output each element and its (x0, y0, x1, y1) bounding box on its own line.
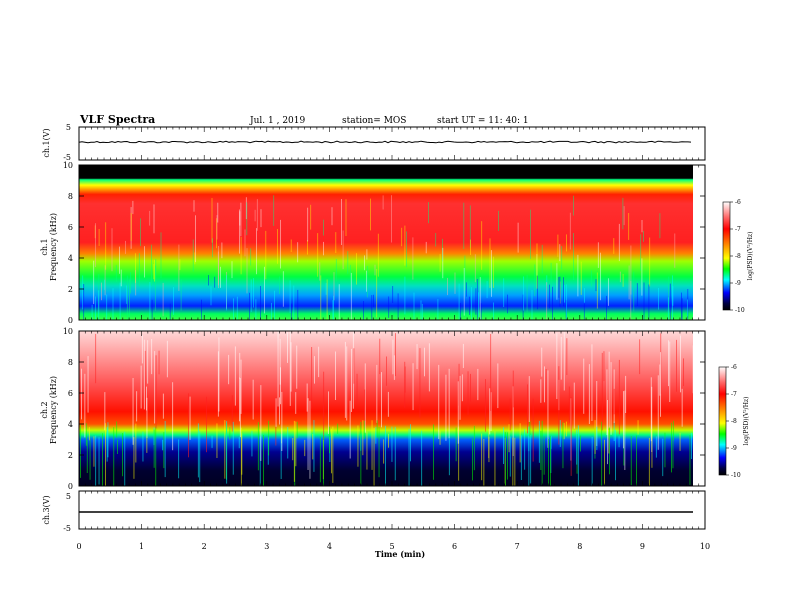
ytick-label: 2 (68, 285, 73, 294)
ch1v-ylabel: ch.1(V) (42, 128, 51, 157)
ch1-frequency-label: Frequency (kHz) (49, 213, 58, 281)
figure-title: VLF Spectra (79, 113, 155, 126)
colorbar-tick-label: -10 (731, 472, 741, 479)
ytick-label: 2 (68, 451, 73, 460)
xtick-label: 3 (264, 542, 269, 551)
start-time-label: start UT = 11: 40: 1 (437, 116, 529, 126)
colorbar-tick-label: -8 (735, 253, 741, 260)
ch1-spectrogram-image (79, 165, 693, 320)
colorbar-tick-label: -6 (731, 364, 737, 371)
colorbar-tick-label: -9 (731, 445, 737, 452)
xtick-label: 10 (700, 542, 710, 551)
ytick-label: 6 (68, 389, 73, 398)
xtick-label: 7 (515, 542, 520, 551)
colorbar-tick-label: -9 (735, 280, 741, 287)
date-label: Jul. 1 , 2019 (249, 116, 305, 126)
xtick-label: 8 (577, 542, 582, 551)
ytick-label: 10 (63, 327, 73, 336)
ch1-voltage-trace (78, 140, 692, 144)
xtick-label: 5 (389, 542, 394, 551)
ytick-label: 4 (68, 420, 73, 429)
ch2-label: ch.2 (40, 401, 49, 418)
ch2-colorbar: -6 -7 -8 -9 -10 log(PSD)(V²/Hz) (718, 364, 750, 479)
ch1-voltage-frame (78, 126, 706, 161)
ch1-colorbar-gradient (722, 201, 731, 311)
colorbar-tick-label: -10 (735, 307, 745, 314)
ch3v-ytick-top: 5 (66, 492, 71, 501)
colorbar-tick-label: -7 (735, 226, 741, 233)
xtick-label: 1 (139, 542, 144, 551)
ch1-colorbar-label: log(PSD)(V²/Hz) (747, 232, 754, 281)
ch2-colorbar-gradient (718, 366, 727, 476)
ch2-frequency-label: Frequency (kHz) (49, 376, 58, 444)
ch1v-ytick-top: 5 (66, 123, 71, 132)
ch1-spectrogram-streaks (82, 195, 689, 320)
colorbar-tick-label: -8 (731, 418, 737, 425)
ch1v-ytick-bottom: -5 (63, 153, 71, 162)
xtick-label: 9 (640, 542, 645, 551)
colorbar-tick-label: -7 (731, 391, 737, 398)
ytick-label: 6 (68, 223, 73, 232)
colorbar-tick-label: -6 (735, 199, 741, 206)
xtick-label: 0 (76, 542, 81, 551)
xtick-label: 2 (202, 542, 207, 551)
ch3-voltage-panel: 5 -5 ch.3(V) 0 1 2 3 4 5 6 7 8 9 10 Time (min) (42, 127, 710, 559)
ch1-spectrogram-panel: 0 2 4 6 8 10 ch.1 Frequency (kHz) (40, 161, 706, 325)
ch1-colorbar: -6 -7 -8 -9 -10 log(PSD)(V²/Hz) (722, 199, 754, 314)
ytick-label: 8 (68, 358, 73, 367)
ch2-colorbar-label: log(PSD)(V²/Hz) (743, 397, 750, 446)
ytick-label: 8 (68, 192, 73, 201)
ytick-label: 0 (68, 482, 73, 491)
ch1-label: ch.1 (40, 238, 49, 255)
ytick-label: 4 (68, 254, 73, 263)
xtick-label: 6 (452, 542, 457, 551)
ch3-voltage-frame (78, 490, 706, 530)
ch1-voltage-panel: 5 -5 ch.1(V) (42, 123, 706, 162)
ch2-spectrogram-panel: 0 2 4 6 8 10 ch.2 Frequency (kHz) (40, 327, 706, 491)
station-label: station= MOS (342, 116, 406, 126)
ch3v-ytick-bottom: -5 (63, 524, 71, 533)
ytick-label: 0 (68, 316, 73, 325)
ch3v-ylabel: ch.3(V) (42, 495, 51, 524)
xtick-label: 4 (327, 542, 332, 551)
ytick-label: 10 (63, 161, 73, 170)
ch2-spectrogram-streaks (80, 331, 693, 486)
time-axis-label: Time (min) (375, 549, 425, 559)
